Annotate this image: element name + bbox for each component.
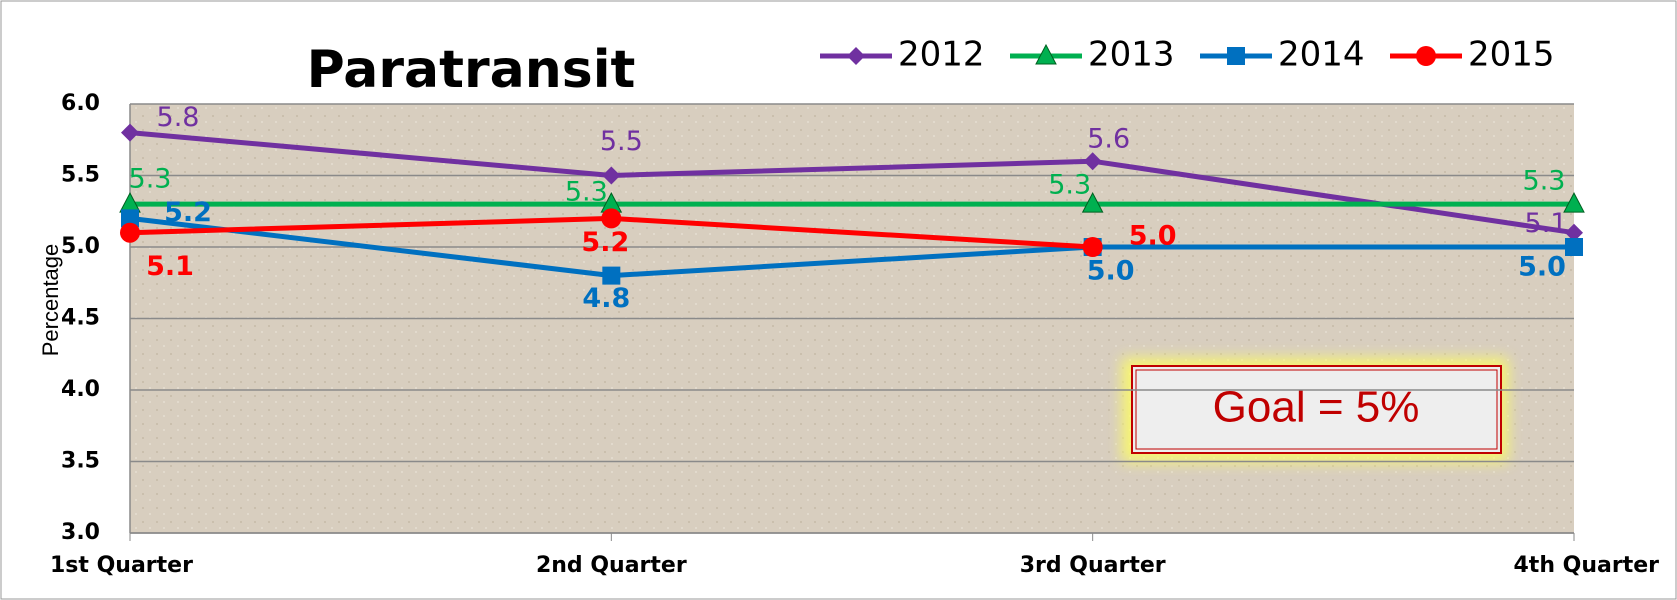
marker [601, 208, 622, 229]
y-tick-label: 5.5 [61, 163, 100, 188]
marker [847, 47, 865, 65]
y-tick-label: 4.0 [61, 377, 100, 402]
data-label: 5.3 [129, 164, 172, 195]
marker [1416, 46, 1436, 66]
data-label: 5.2 [581, 227, 629, 258]
data-label: 5.3 [1523, 166, 1566, 197]
marker [1083, 152, 1102, 171]
marker [1563, 192, 1585, 213]
x-tick-label: 3rd Quarter [1020, 553, 1166, 578]
chart-title: Paratransit [307, 40, 636, 100]
series-line [129, 215, 1574, 279]
legend-label: 2015 [1468, 35, 1555, 75]
series-line [129, 130, 1575, 236]
goal-box-inner [1135, 369, 1498, 450]
data-label: 5.1 [146, 251, 194, 282]
marker [1082, 237, 1103, 257]
data-label: 5.3 [565, 177, 608, 208]
y-tick-label: 3.5 [61, 449, 100, 474]
y-tick-label: 4.5 [61, 306, 100, 331]
data-label: 5.0 [1087, 256, 1135, 287]
data-label: 5.2 [164, 197, 212, 228]
data-label: 5.0 [1518, 252, 1566, 283]
data-label: 4.8 [582, 283, 630, 314]
goal-annotation: Goal = 5% [1213, 383, 1420, 432]
marker [1227, 47, 1245, 65]
marker [602, 266, 621, 285]
x-tick-label: 2nd Quarter [536, 553, 687, 578]
marker [1565, 223, 1583, 242]
data-label: 5.1 [1525, 208, 1568, 239]
data-label: 5.3 [1048, 170, 1091, 201]
y-tick-label: 6.0 [61, 91, 100, 116]
data-label: 5.8 [157, 102, 200, 133]
x-tick-label: 1st Quarter [50, 553, 193, 578]
goal-box [1131, 365, 1502, 454]
marker [121, 209, 139, 228]
data-label: 5.6 [1087, 124, 1130, 155]
marker [120, 222, 140, 243]
data-label: 5.5 [600, 126, 643, 157]
data-label: 5.0 [1129, 221, 1177, 252]
marker [602, 166, 621, 185]
legend-label: 2012 [898, 35, 985, 75]
marker [1081, 192, 1104, 213]
legend-label: 2013 [1088, 35, 1175, 75]
y-tick-label: 3.0 [61, 520, 100, 545]
marker [1565, 238, 1583, 256]
marker [121, 123, 139, 142]
y-tick-label: 5.0 [61, 234, 100, 259]
y-axis-label: Percentage [38, 244, 63, 357]
marker [1035, 43, 1057, 65]
legend-label: 2014 [1278, 35, 1365, 75]
x-tick-label: 4th Quarter [1514, 553, 1660, 578]
